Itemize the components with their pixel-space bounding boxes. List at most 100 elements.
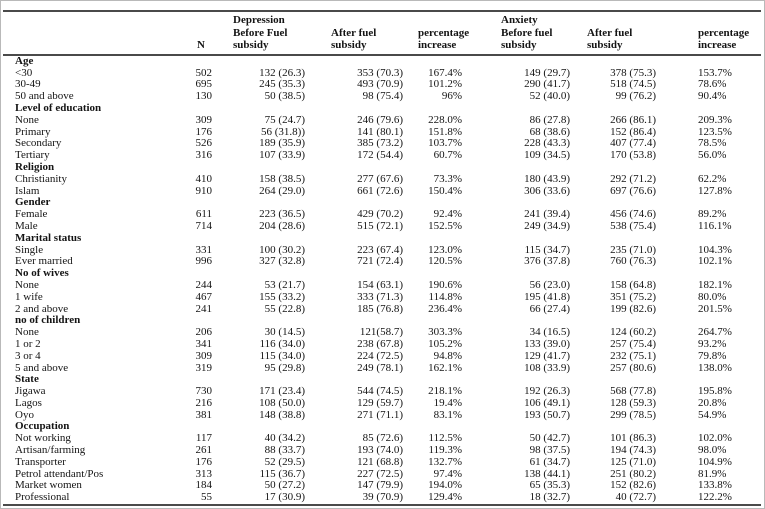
cell-anx_pct: 80.0% [698,290,727,303]
table-row: 2 and above 241 55 (22.8) 185 (76.8) 236.4% 6… [3,302,761,316]
cell-anx_before: 34 (16.5) [529,326,570,339]
cell-n: 241 [195,302,213,315]
cell-anx_after: 40 (72.7) [574,491,661,507]
section-header-row: Age [3,55,761,68]
table-row: 1 wife 467 155 (33.2) 333 (71.3) 114.8% 195 (… [3,290,761,304]
cell-anx_before: 180 (43.9) [524,172,570,185]
cell-anx_after: 101 (86.3) [610,432,656,445]
cell-n: 130 [195,90,213,103]
section-label: Marital status [15,231,82,244]
cell-anx_after: 170 (53.8) [610,149,656,162]
cell-dep_pct: 190.6% [428,278,462,291]
section-label: Level of education [15,101,102,114]
cell-dep_pct: 123.0% [428,243,462,256]
table-row: Tertiary 316 107 (33.9) 172 (54.4) 60.7% 109 … [3,149,761,162]
cell-label: Christianity [15,172,67,185]
cell-dep_before: 107 (33.9) [259,149,305,162]
col-header-category [3,10,191,56]
cell-dep_pct: 151.8% [428,125,462,138]
cell-label: Transporter [15,455,66,468]
cell-n: 319 [195,361,213,374]
cell-dep_before: 223 (36.5) [259,208,305,221]
cell-dep_pct: 162.1% [428,361,462,374]
cell-anx_after: 299 (78.5) [610,408,656,421]
cell-n: 996 [195,255,213,268]
cell-label: <30 [15,66,33,79]
cell-dep_before: 88 (33.7) [264,444,305,457]
section-label: Occupation [15,420,70,433]
cell-dep_pct: 19.4% [433,396,462,409]
cell-dep_after: 515 (72.1) [357,219,403,232]
cell-label: 3 or 4 [15,349,41,362]
cell-dep_pct: 167.4% [428,66,462,79]
section-label: State [15,373,39,386]
table-row: 3 or 4 309 115 (34.0) 224 (72.5) 94.8% 129 (4… [3,349,761,363]
cell-n: 910 [195,184,213,197]
cell-anx_before: 290 (41.7) [524,78,570,91]
cell-dep_pct: 101.2% [428,78,462,91]
cell-n: 714 [195,219,213,232]
section-header-row: Religion [3,161,761,174]
cell-n: 176 [195,125,213,138]
cell-anx_pct: 264.7% [698,326,732,339]
cell-dep_after: 429 (70.2) [357,208,403,221]
cell-n: 410 [195,172,213,185]
cell-anx_after: 257 (80.6) [610,361,656,374]
cell-anx_before: 195 (41.8) [524,290,570,303]
cell-anx_before: 115 (34.7) [524,243,570,256]
table-row: Primary 176 56 (31.8)) 141 (80.1) 151.8% 68 (… [3,125,761,139]
table-row: Islam 910 264 (29.0) 661 (72.6) 150.4% 306 (3… [3,184,761,198]
cell-dep_pct: 97.4% [433,467,462,480]
cell-anx_pct: 54.9% [698,408,727,421]
cell-dep_pct: 114.8% [428,290,462,303]
cell-anx_before: 241 (39.4) [524,208,570,221]
cell-dep_after: 193 (74.0) [357,444,403,457]
cell-anx_pct: 81.9% [698,467,727,480]
section-label: No of wives [15,267,69,280]
cell-anx_pct: 102.1% [698,255,732,268]
cell-anx_after: 152 (86.4) [610,125,656,138]
cell-dep_pct: 92.4% [433,208,462,221]
table-row: Christianity 410 158 (38.5) 277 (67.6) 73.3%… [3,172,761,186]
table-body: Age <30 502 132 (26.3) 353 (70.3) 167.4% 149 (… [3,55,761,507]
cell-dep_after: 121 (68.8) [357,455,403,468]
cell-dep_pct: 94.8% [433,349,462,362]
cell-label: Jigawa [15,385,46,398]
cell-label: Oyo [15,408,34,421]
cell-dep_pct: 303.3% [428,326,462,339]
cell-n: 502 [195,66,213,79]
cell-anx_before: 56 (23.0) [529,278,570,291]
col-header-n: N [191,10,219,56]
cell-anx_pct: 20.8% [698,396,727,409]
cell-dep_after: 85 (72.6) [362,432,403,445]
cell-anx_before: 228 (43.3) [524,137,570,150]
cell-anx_after: 99 (76.2) [615,90,656,103]
cell-anx_before: 86 (27.8) [529,113,570,126]
col-header-depression-pct: percentage increase [407,10,469,56]
cell-n: 381 [195,408,213,421]
cell-dep_before: 189 (35.9) [259,137,305,150]
cell-anx_after: 232 (75.1) [610,349,656,362]
cell-dep_before: 132 (26.3) [259,66,305,79]
cell-dep_after: 227 (72.5) [357,467,403,480]
cell-label: 1 wife [15,290,43,303]
cell-dep_before: 155 (33.2) [259,290,305,303]
cell-dep_after: 172 (54.4) [357,149,403,162]
cell-dep_after: 249 (78.1) [357,361,403,374]
cell-anx_pct: 122.2% [661,491,761,507]
cell-dep_pct: 218.1% [428,385,462,398]
cell-dep_after: 271 (71.1) [357,408,403,421]
cell-dep_before: 171 (23.4) [259,385,305,398]
cell-label: Islam [15,184,40,197]
cell-anx_before: 18 (32.7) [467,491,574,507]
table-row: Professional 55 17 (30.9) 39 (70.9) 129.4% 18… [3,491,761,507]
demographics-table: N Depression Before Fuel subsidy After f… [3,10,761,507]
cell-n: 695 [195,78,213,91]
cell-anx_pct: 123.5% [698,125,732,138]
cell-anx_after: 760 (76.3) [610,255,656,268]
cell-dep_before: 327 (32.8) [259,255,305,268]
cell-anx_before: 129 (41.7) [524,349,570,362]
cell-anx_after: 251 (80.2) [610,467,656,480]
cell-dep_before: 264 (29.0) [259,184,305,197]
cell-anx_after: 456 (74.6) [610,208,656,221]
